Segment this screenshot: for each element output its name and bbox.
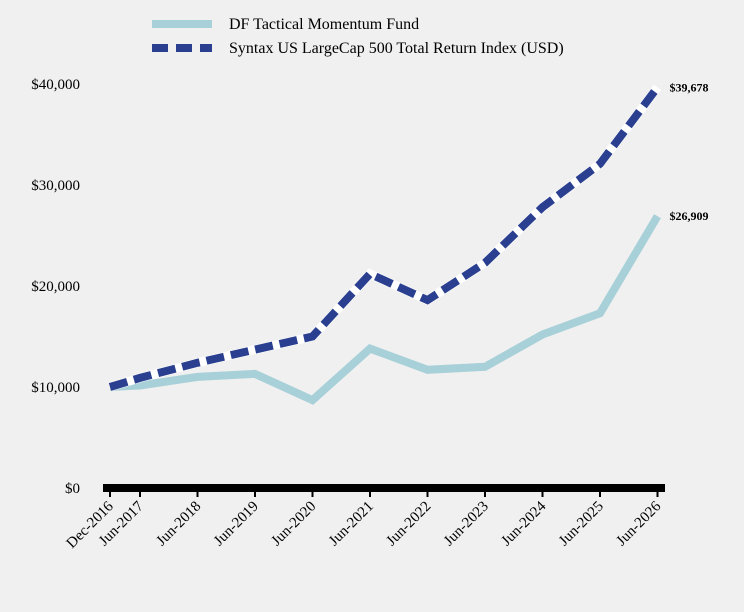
x-tick-label: Jun-2021	[326, 499, 377, 550]
x-tick-label: Jun-2020	[269, 499, 320, 550]
y-axis: $0 $10,000 $20,000 $30,000 $40,000	[31, 77, 80, 497]
series-layer	[108, 84, 662, 405]
legend-label-2: Syntax US LargeCap 500 Total Return Inde…	[229, 40, 564, 57]
x-tick-label: Jun-2024	[499, 498, 550, 549]
series-line-1	[109, 214, 661, 405]
y-tick-label: $20,000	[31, 279, 80, 295]
x-tick-label: Jun-2018	[154, 499, 205, 550]
legend: DF Tactical Momentum Fund Syntax US Large…	[152, 16, 564, 57]
x-tick-label: Jun-2026	[614, 498, 665, 549]
x-tick-label: Jun-2025	[556, 499, 607, 550]
y-tick-label: $40,000	[31, 77, 80, 93]
legend-label-1: DF Tactical Momentum Fund	[229, 16, 419, 33]
y-tick-label: $10,000	[31, 380, 80, 396]
x-tick-label: Jun-2023	[441, 499, 492, 550]
x-axis-line	[103, 484, 665, 492]
end-value-label-2: $39,678	[670, 80, 709, 94]
y-tick-label: $30,000	[31, 178, 80, 194]
series-line-2	[108, 84, 661, 391]
end-value-label-1: $26,909	[670, 209, 709, 223]
x-tick-label: Jun-2019	[211, 499, 262, 550]
y-tick-label: $0	[65, 481, 80, 497]
series-line-2-underlay	[108, 84, 662, 392]
end-labels: $26,909 $39,678	[670, 80, 709, 223]
x-tick-label: Jun-2022	[384, 499, 435, 550]
